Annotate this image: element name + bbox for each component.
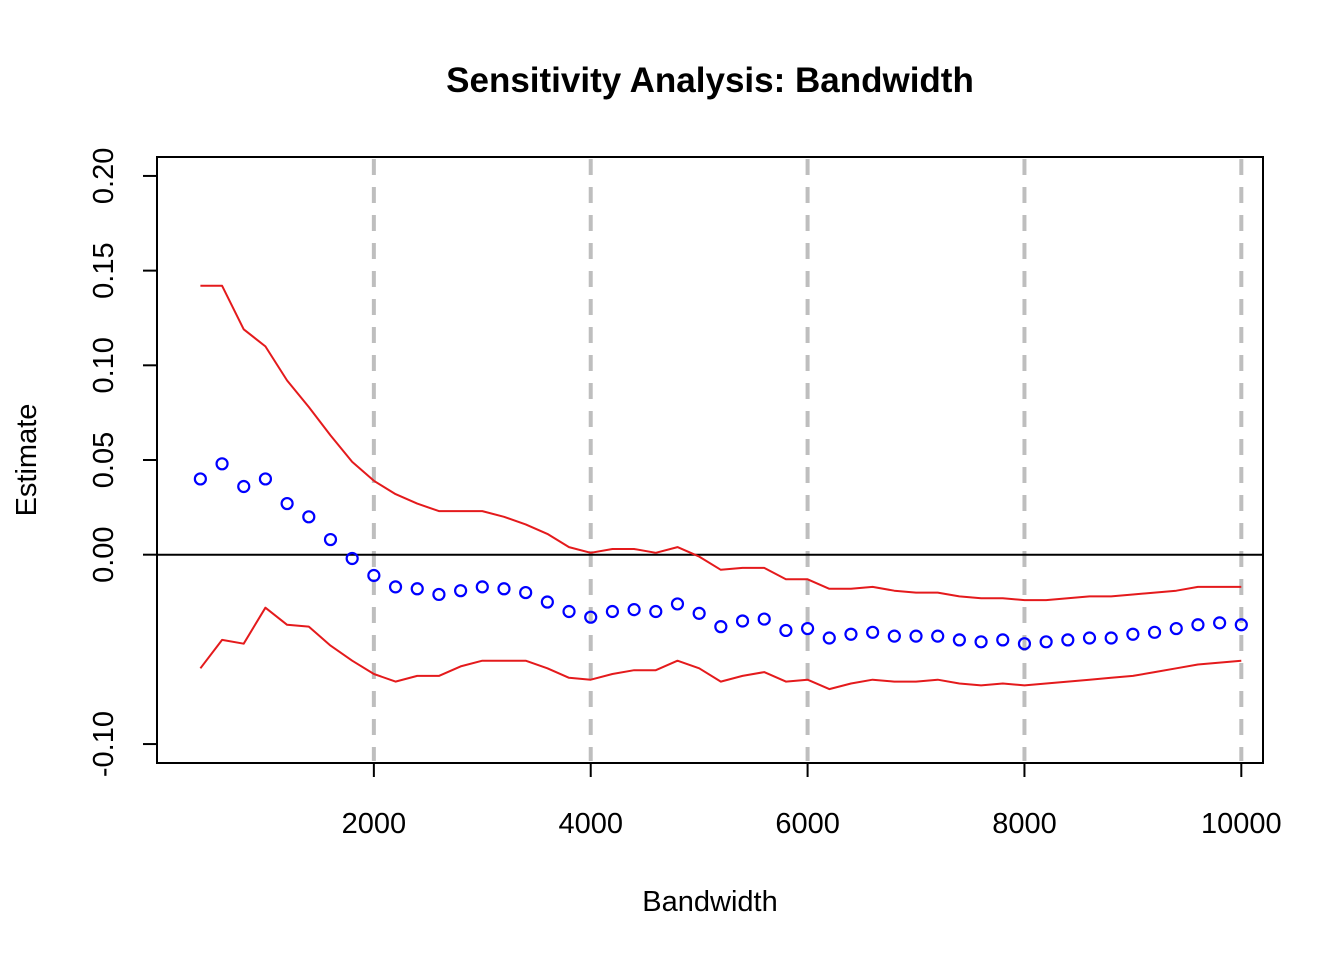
estimate-point	[1017, 637, 1032, 651]
estimate-point	[323, 532, 338, 547]
x-tick-label: 2000	[342, 808, 407, 840]
estimate-point	[367, 568, 381, 583]
estimate-point	[1169, 621, 1183, 636]
estimate-point	[1126, 627, 1140, 641]
estimate-point	[714, 620, 728, 634]
estimate-point	[605, 604, 620, 619]
estimate-point	[844, 627, 858, 641]
estimate-point	[454, 584, 468, 598]
estimate-point	[1039, 635, 1053, 649]
y-tick-label: 0.05	[88, 432, 120, 488]
estimate-point	[1061, 633, 1075, 647]
points-layer	[193, 457, 1248, 651]
estimate-point	[670, 597, 685, 611]
estimate-point	[735, 614, 750, 628]
estimate-point	[1234, 618, 1248, 632]
estimate-point	[1191, 618, 1205, 632]
chart-title: Sensitivity Analysis: Bandwidth	[446, 61, 974, 100]
estimate-point	[931, 629, 945, 643]
y-axis-label: Estimate	[11, 404, 43, 517]
estimate-point	[952, 633, 966, 647]
x-tick-label: 6000	[775, 808, 840, 840]
y-tick-label: 0.00	[88, 526, 120, 582]
estimate-point	[345, 551, 359, 566]
estimate-point	[519, 585, 533, 600]
estimate-point	[388, 580, 403, 594]
estimate-point	[1213, 616, 1227, 630]
estimate-point	[258, 472, 273, 486]
estimate-point	[215, 457, 229, 471]
estimate-point	[649, 604, 663, 619]
estimate-point	[497, 582, 511, 596]
estimate-point	[779, 623, 793, 638]
estimate-point	[1082, 631, 1097, 645]
estimate-point	[627, 603, 641, 617]
estimate-point	[193, 472, 207, 486]
plot-frame	[156, 156, 1264, 764]
y-tick-label: 0.10	[88, 337, 120, 393]
estimate-point	[237, 479, 251, 494]
x-axis: 2000 4000 6000 8000 10000	[342, 762, 1282, 840]
estimate-point	[410, 582, 424, 596]
x-axis-label: Bandwidth	[642, 886, 777, 918]
x-tick-label: 8000	[992, 808, 1057, 840]
estimate-point	[280, 496, 294, 511]
x-tick-label: 4000	[558, 808, 623, 840]
estimate-point	[692, 606, 706, 620]
estimate-point	[909, 629, 923, 643]
estimate-point	[584, 610, 598, 624]
lines-layer	[199, 284, 1242, 691]
ci-upper-line	[200, 284, 1242, 602]
grid-layer	[157, 159, 1263, 761]
estimate-point	[822, 631, 836, 645]
estimate-point	[540, 595, 554, 609]
estimate-point	[866, 625, 880, 639]
ci-lower-line	[199, 606, 1242, 691]
estimate-point	[800, 621, 815, 636]
estimate-point	[302, 510, 316, 524]
estimate-point	[432, 587, 446, 602]
estimate-point	[562, 604, 576, 619]
estimate-point	[1104, 631, 1118, 645]
estimate-point	[974, 635, 988, 649]
y-axis: -0.10 0.00 0.05 0.10 0.15 0.20	[88, 148, 158, 777]
estimate-point	[996, 633, 1010, 647]
y-tick-label: 0.20	[88, 148, 120, 204]
estimate-point	[757, 612, 771, 626]
estimate-point	[887, 629, 901, 643]
estimate-point	[475, 580, 489, 594]
estimate-point	[1147, 625, 1162, 639]
x-tick-label: 10000	[1201, 808, 1282, 840]
y-tick-label: 0.15	[88, 242, 120, 298]
y-tick-label: -0.10	[88, 711, 120, 777]
